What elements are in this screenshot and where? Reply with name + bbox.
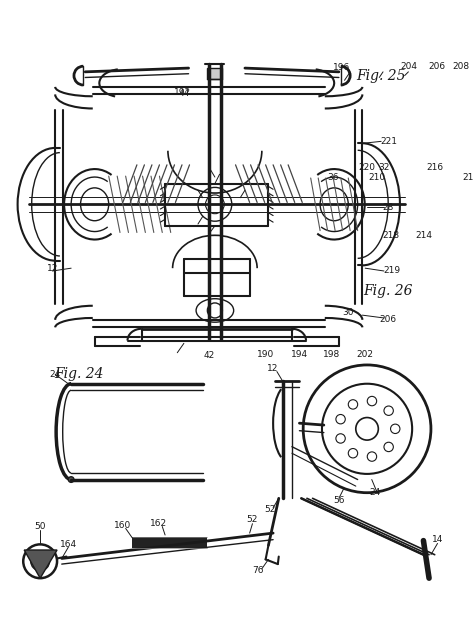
Text: 32: 32 (378, 163, 390, 172)
Text: 44: 44 (178, 89, 190, 98)
Text: 221: 221 (380, 137, 397, 146)
Text: 194: 194 (291, 350, 308, 359)
Text: Fig. 24: Fig. 24 (54, 367, 103, 381)
Text: 30: 30 (343, 308, 354, 317)
Text: 162: 162 (150, 519, 167, 528)
Text: 198: 198 (323, 350, 340, 359)
Text: 160: 160 (114, 521, 131, 530)
Text: 212: 212 (462, 173, 474, 182)
Text: Fig. 25: Fig. 25 (356, 69, 406, 83)
Text: 24: 24 (369, 488, 380, 497)
Polygon shape (24, 550, 57, 578)
Text: 12: 12 (46, 264, 58, 272)
Text: 76: 76 (252, 566, 264, 575)
Text: Fig. 26: Fig. 26 (364, 284, 413, 298)
Text: 28: 28 (382, 203, 393, 211)
Text: 202: 202 (356, 350, 374, 359)
Text: 214: 214 (415, 231, 432, 240)
Text: 219: 219 (383, 267, 400, 276)
Text: 210: 210 (368, 173, 385, 182)
Text: 36: 36 (328, 173, 339, 182)
Bar (132, 537, 207, 548)
Circle shape (68, 477, 74, 483)
Text: 206: 206 (379, 316, 396, 324)
Text: 196: 196 (333, 63, 350, 72)
Text: 52: 52 (247, 516, 258, 525)
Text: 216: 216 (426, 163, 443, 172)
Text: 208: 208 (453, 62, 470, 70)
Text: 164: 164 (60, 540, 77, 549)
Text: 42: 42 (204, 351, 215, 360)
Text: 204: 204 (400, 62, 417, 70)
Text: 192: 192 (174, 88, 191, 97)
Text: 206: 206 (428, 62, 445, 70)
Text: 220: 220 (358, 163, 375, 172)
Text: 12: 12 (267, 364, 279, 373)
Text: 190: 190 (257, 350, 274, 359)
Text: 24: 24 (50, 370, 61, 379)
Text: 14: 14 (432, 535, 443, 544)
Text: 56: 56 (333, 496, 345, 505)
Bar (207, 68, 222, 79)
Text: 52: 52 (264, 505, 276, 514)
Text: 50: 50 (35, 522, 46, 531)
Text: 218: 218 (382, 231, 399, 240)
